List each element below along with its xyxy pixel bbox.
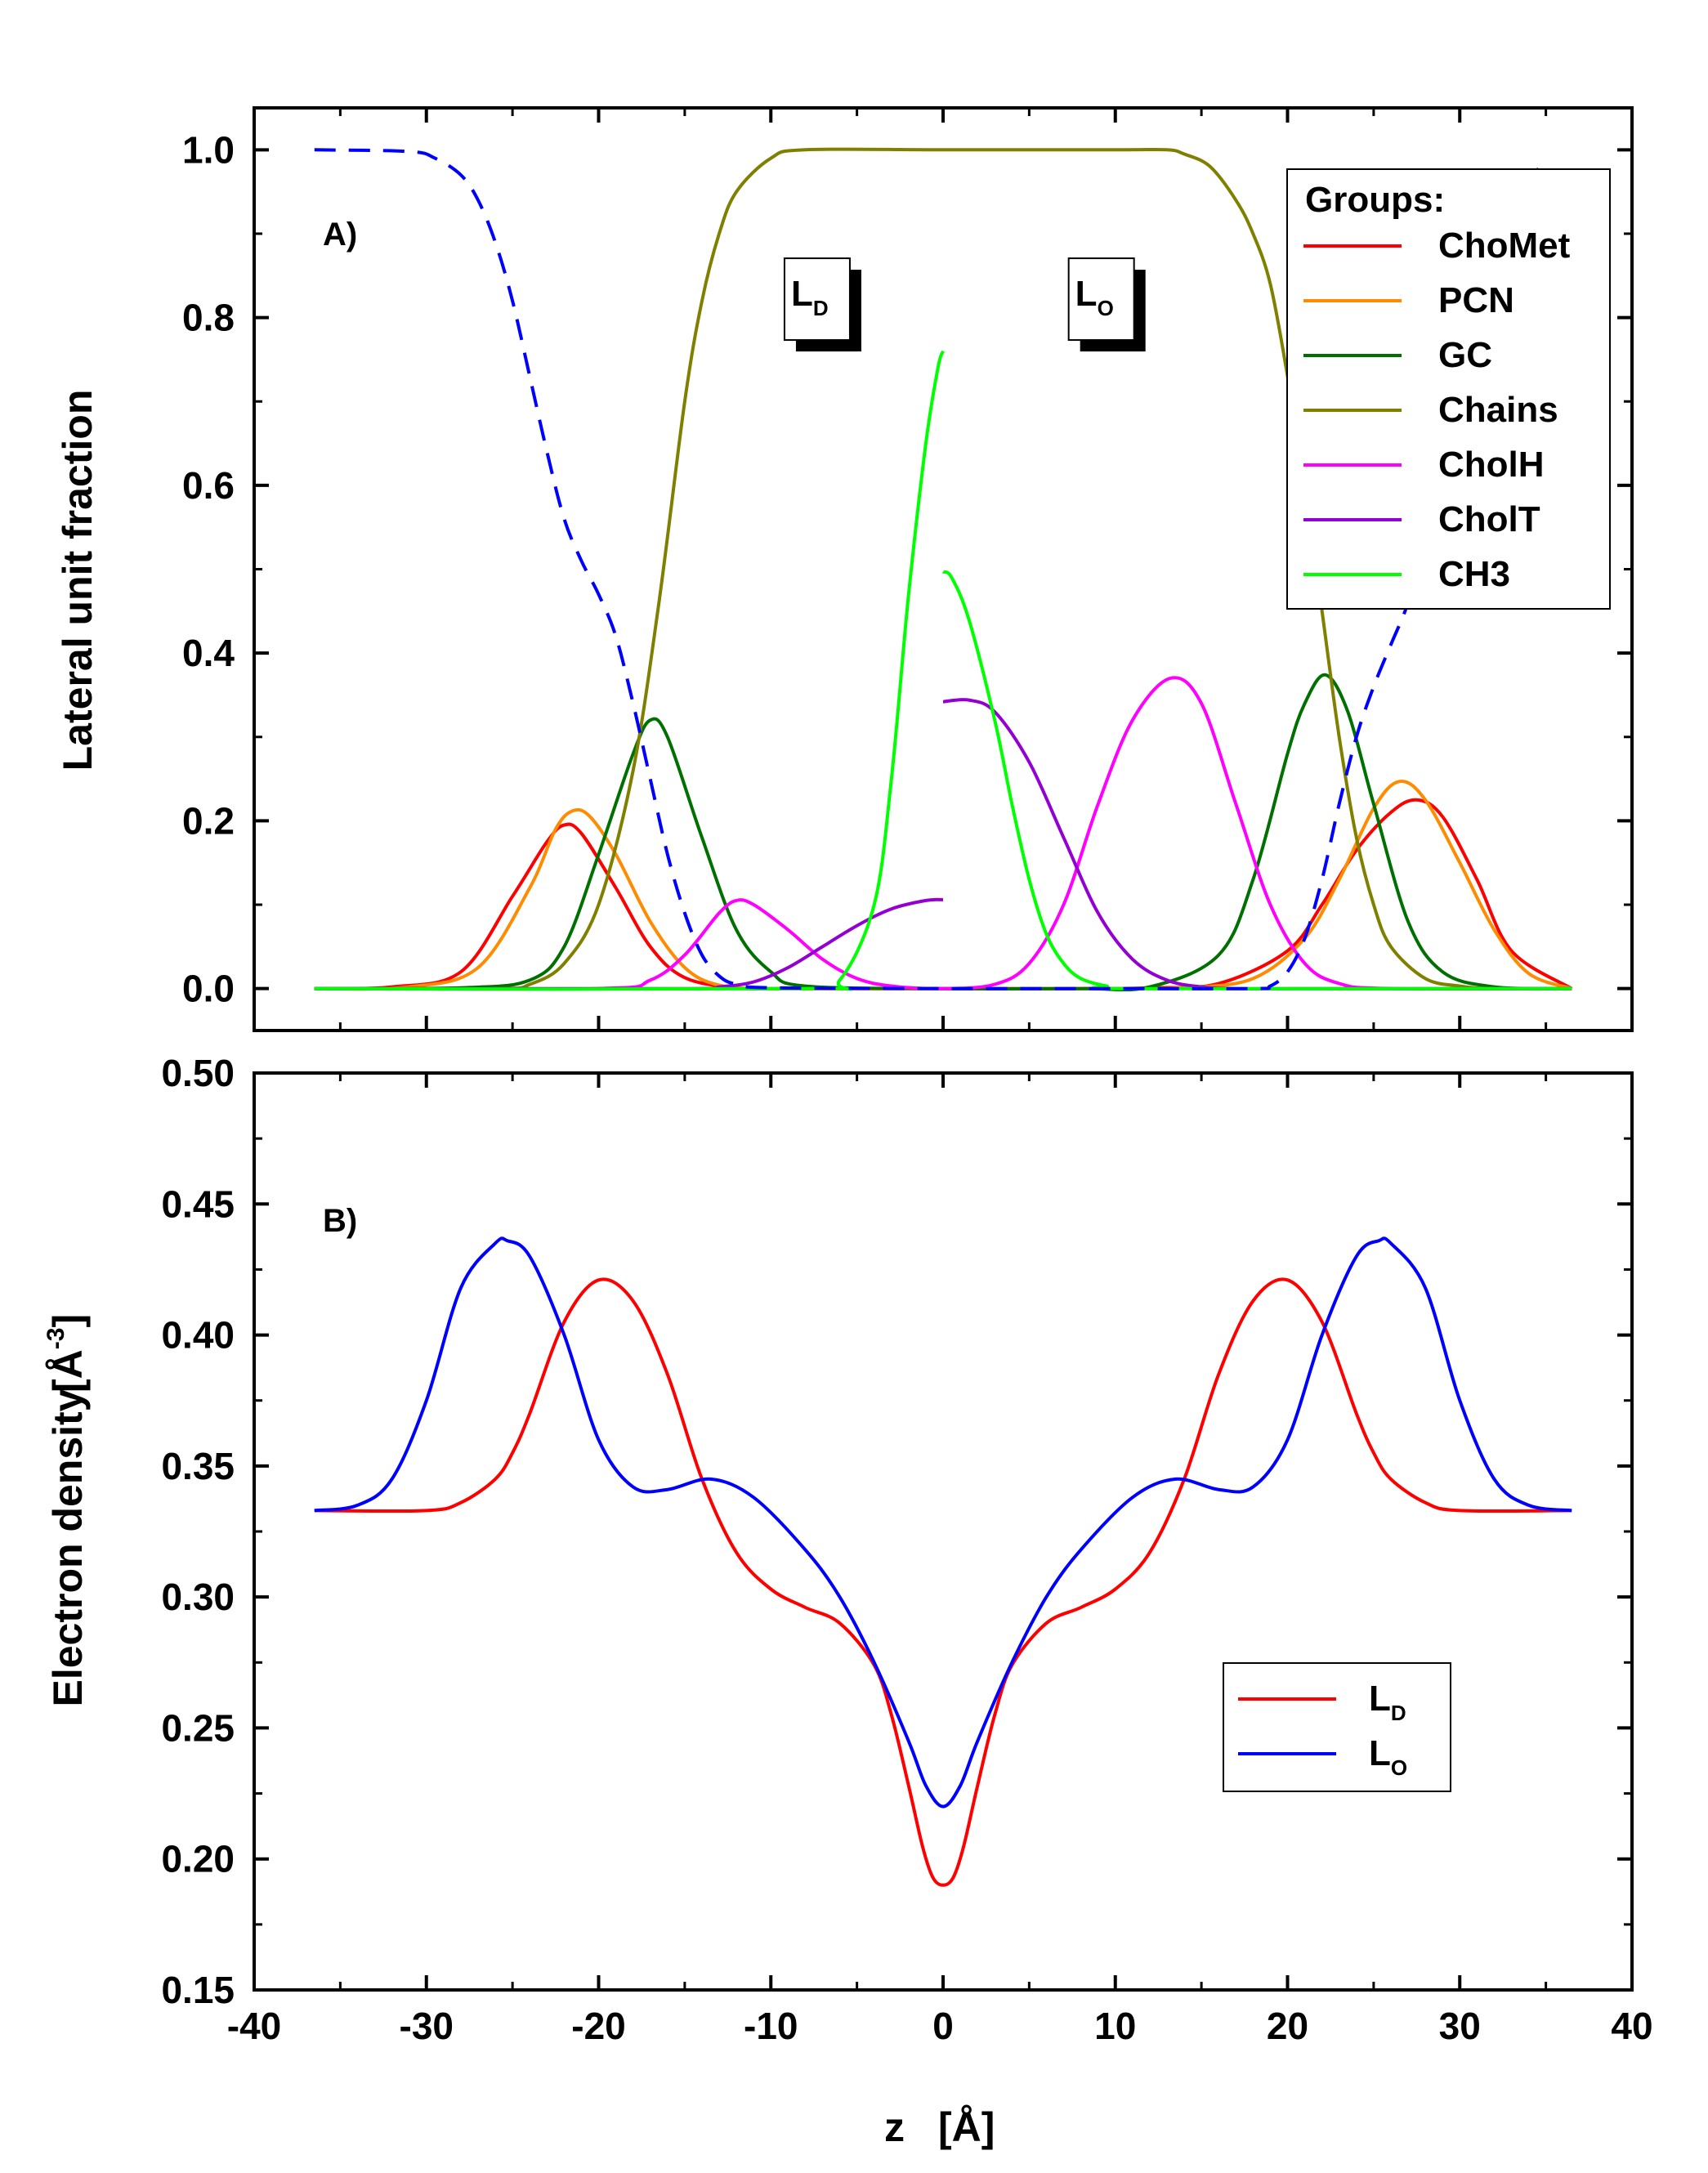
legend-box-b xyxy=(1223,1662,1451,1792)
region-label-box xyxy=(783,257,851,342)
legend-label-pcn: PCN xyxy=(1438,280,1514,320)
panel-b-xtick-label: -40 xyxy=(227,2005,281,2047)
panel-b-xtick-label: 0 xyxy=(932,2005,954,2047)
panel-a-series-gc xyxy=(314,673,1572,992)
panel-a-legend: Groups: ChoMet PCN GC Chains CholH CholT CH3 xyxy=(1286,168,1611,610)
panel-a-ytick-label: 0.8 xyxy=(182,297,235,339)
legend-label-lo: LO xyxy=(1369,1733,1407,1780)
panel-b-x-axis-unit: [Å] xyxy=(938,2104,995,2150)
panel-b-ticks: -40 -30 -20 -10 0 10 20 30 40 0.15 0.20 0.25 0.30 0.3… xyxy=(161,1052,1652,2047)
panel-b-ytick-label: 0.50 xyxy=(161,1052,235,1094)
panel-a-ytick-label: 0.2 xyxy=(182,799,235,842)
panel-b-ytick-label: 0.25 xyxy=(161,1706,235,1749)
panel-a-series-ch3 xyxy=(314,350,945,991)
panel-a-ytick-label: 0.0 xyxy=(182,968,235,1010)
legend-label-gc: GC xyxy=(1438,335,1492,375)
panel-b-series-lo xyxy=(314,1236,1572,1809)
panel-b-label: B) xyxy=(323,1203,357,1239)
panel-a-ticks: 0.0 0.2 0.4 0.6 0.8 1.0 xyxy=(182,108,1634,1031)
legend-label-chains: Chains xyxy=(1438,390,1558,430)
panel-b-xtick-label: -10 xyxy=(744,2005,798,2047)
panel-a-series-cholh xyxy=(314,676,1572,991)
legend-label-ch3: CH3 xyxy=(1438,554,1510,594)
panel-b: B) Electron density [Å-3] z [Å] -40 -30 -2… xyxy=(42,1052,1653,2150)
panel-b-y-axis-unit: [Å-3] xyxy=(42,1314,91,1393)
panel-b-x-axis-label: z xyxy=(884,2104,905,2150)
panel-b-series xyxy=(314,1236,1572,1887)
panel-b-xtick-label: 30 xyxy=(1439,2005,1481,2047)
panel-b-ytick-label: 0.15 xyxy=(161,1969,235,2011)
panel-a: A) Lateral unit fraction 0.0 0.2 0.4 0.6 0.8… xyxy=(55,106,1634,1032)
panel-b-series-ld xyxy=(314,1277,1572,1887)
legend-title: Groups: xyxy=(1305,180,1445,220)
panel-a-label: A) xyxy=(323,217,357,253)
panel-b-xtick-label: -20 xyxy=(571,2005,625,2047)
legend-label-ld: LD xyxy=(1369,1679,1406,1725)
panel-a-ytick-label: 0.4 xyxy=(182,632,235,674)
panel-b-y-axis-text: Electron density xyxy=(45,1388,91,1706)
legend-label-cholt: CholT xyxy=(1438,499,1540,539)
panel-b-ytick-label: 0.30 xyxy=(161,1576,235,1618)
region-label-lo: LO xyxy=(1075,274,1114,320)
panel-a-series-pcn xyxy=(314,780,1572,991)
panel-a-series-ch3-b xyxy=(941,570,1572,990)
panel-b-xtick-label: 40 xyxy=(1611,2005,1652,2047)
panel-b-ytick-label: 0.20 xyxy=(161,1838,235,1880)
panel-a-series-chains xyxy=(314,147,1572,991)
panel-b-xtick-label: 20 xyxy=(1267,2005,1308,2047)
panel-b-xtick-label: -30 xyxy=(400,2005,454,2047)
panel-a-y-axis-label: Lateral unit fraction xyxy=(55,390,101,771)
region-label-box xyxy=(1067,257,1135,342)
panel-a-series-chomet xyxy=(314,798,1573,990)
legend-box xyxy=(1286,168,1611,610)
panel-b-xtick-label: 10 xyxy=(1094,2005,1136,2047)
panel-b-ytick-label: 0.45 xyxy=(161,1183,235,1225)
legend-label-chomet: ChoMet xyxy=(1438,226,1571,266)
region-label-ld: LD xyxy=(791,274,829,320)
panel-a-series-cholt-b xyxy=(942,698,1572,990)
panel-a-region-labels: LD LO xyxy=(783,257,1146,352)
panel-b-y-axis-label: Electron density [Å-3] xyxy=(42,1314,91,1707)
panel-b-legend: LD LO xyxy=(1223,1662,1451,1792)
panel-a-ytick-label: 1.0 xyxy=(182,128,235,171)
legend-label-cholh: CholH xyxy=(1438,445,1545,485)
panel-b-ytick-label: 0.40 xyxy=(161,1314,235,1357)
panel-b-frame xyxy=(253,1071,1634,1992)
panel-b-ytick-label: 0.35 xyxy=(161,1445,235,1487)
panel-a-ytick-label: 0.6 xyxy=(182,464,235,507)
